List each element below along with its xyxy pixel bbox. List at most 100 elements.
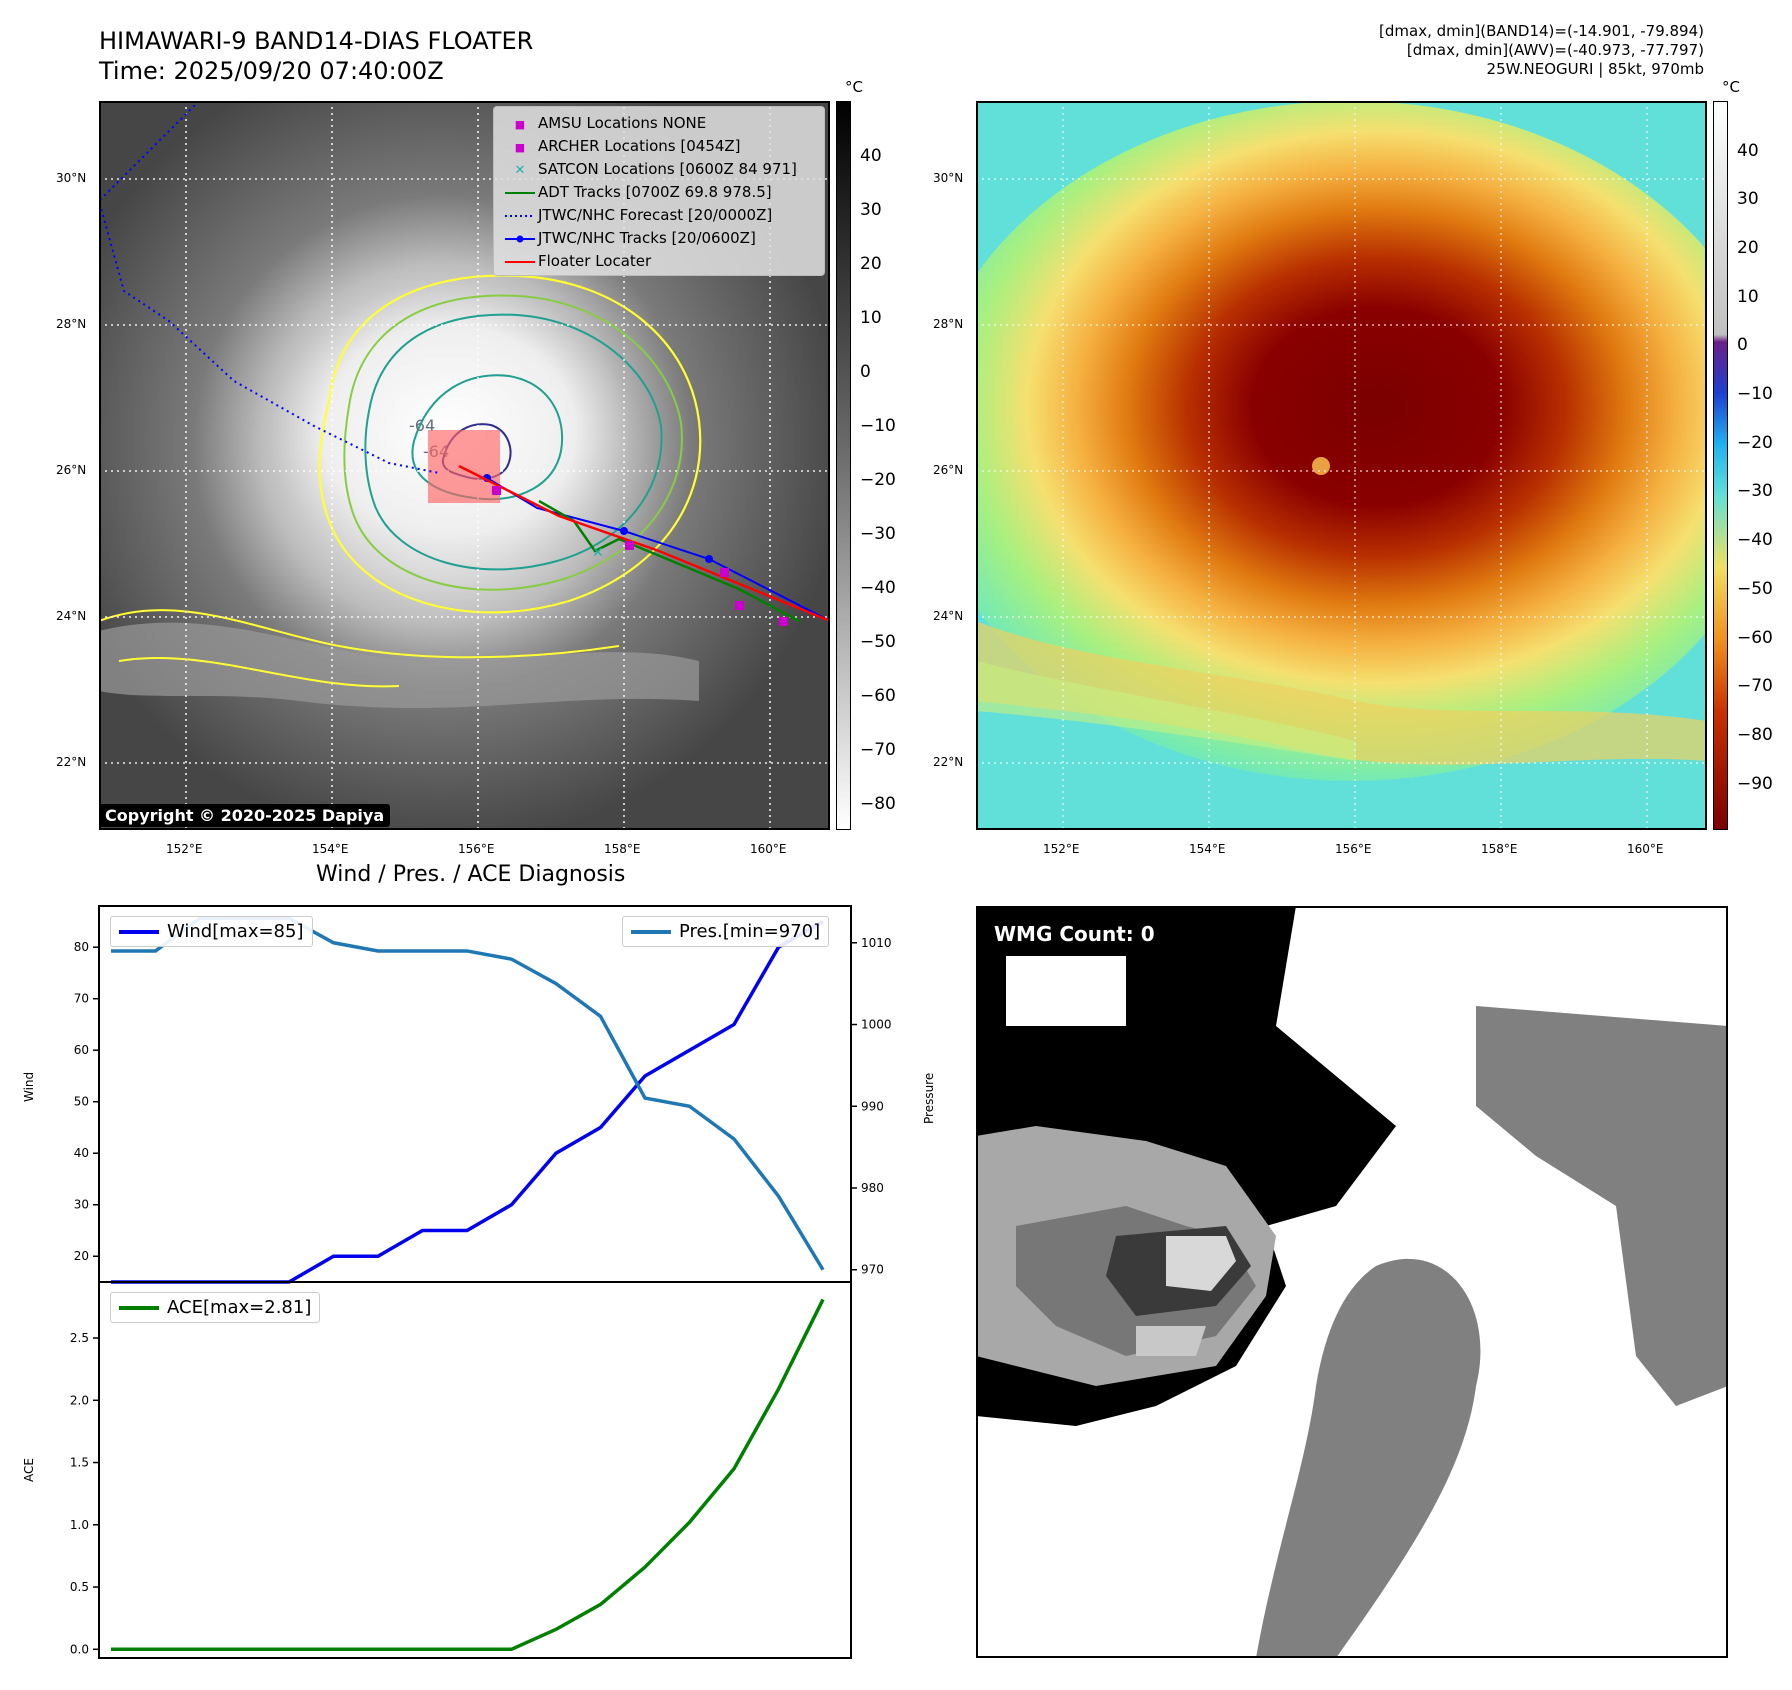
awv-map-frame	[976, 101, 1707, 830]
awv-lon-label: 160°E	[1627, 842, 1664, 856]
info-awv: [dmax, dmin](AWV)=(-40.973, -77.797)	[1406, 41, 1704, 59]
awv-cb-tick: 20	[1737, 238, 1759, 258]
ir-cb-tick: 40	[860, 146, 882, 166]
copyright-label: Copyright © 2020-2025 Dapiya	[99, 804, 391, 827]
wind-series-line	[111, 919, 824, 1284]
ir-cb-tick: −60	[860, 686, 896, 706]
ir-cb-tick: −70	[860, 740, 896, 760]
awv-lon-label: 158°E	[1481, 842, 1518, 856]
ir-lat-label: 26°N	[56, 463, 87, 477]
ir-colorbar-ticks: 40 30 20 10 0 −10 −20 −30 −40 −50 −60 −7…	[860, 101, 930, 830]
wind-tick-label: 70	[74, 992, 89, 1006]
pressure-tick-label: 990	[861, 1099, 884, 1113]
pressure-tick-label: 980	[861, 1181, 884, 1195]
awv-lat-label: 24°N	[933, 609, 964, 623]
awv-cb-tick: −50	[1737, 579, 1773, 599]
ace-series-line	[111, 1298, 825, 1652]
awv-lat-label: 22°N	[933, 755, 964, 769]
pressure-tick-label: 1010	[861, 936, 892, 950]
legend-amsu: ■ AMSU Locations NONE	[514, 114, 707, 132]
legend-forecast: JTWC/NHC Forecast [20/0000Z]	[505, 206, 773, 224]
ace-frame	[98, 1281, 852, 1659]
awv-lon-label: 156°E	[1335, 842, 1372, 856]
awv-lon-label: 152°E	[1043, 842, 1080, 856]
awv-cb-tick: 10	[1737, 287, 1759, 307]
ace-tick-label: 1.0	[70, 1518, 89, 1532]
ir-cb-tick: 20	[860, 254, 882, 274]
ace-axes: 0.0 0.5 1.0 1.5 2.0 2.5	[70, 1298, 825, 1656]
ace-axis-label: ACE	[22, 1458, 36, 1482]
awv-cb-tick: −60	[1737, 628, 1773, 648]
awv-map-panel	[921, 101, 1781, 830]
awv-map-image	[921, 101, 1781, 830]
diagnosis-chart: 20 30 40 50 60 70 80 970 980 990 1000 1010 0.0 0.5 1.…	[70, 905, 892, 1659]
ir-lon-label: 152°E	[166, 842, 203, 856]
ace-tick-label: 0.0	[70, 1642, 89, 1656]
ir-map-frame	[99, 101, 830, 830]
wmg-image	[976, 906, 1728, 1658]
ir-lon-label: 160°E	[750, 842, 787, 856]
ir-cb-tick: 10	[860, 308, 882, 328]
ir-lon-label: 154°E	[312, 842, 349, 856]
ir-colorbar	[836, 101, 851, 830]
wind-tick-label: 60	[74, 1043, 89, 1057]
wind-legend: Wind[max=85]	[110, 916, 313, 947]
legend-floater: Floater Locater	[505, 252, 652, 270]
chart-title: HIMAWARI-9 BAND14-DIAS FLOATER	[99, 27, 534, 55]
awv-colorbar-ticks: 40 30 20 10 0 −10 −20 −30 −40 −50 −60 −7…	[1737, 101, 1792, 830]
ir-cb-tick: 0	[860, 362, 871, 382]
wind-pressure-axes: 20 30 40 50 60 70 80 970 980 990 1000 1010	[74, 916, 892, 1284]
ir-cb-tick: −80	[860, 794, 896, 814]
svg-text:✕: ✕	[592, 545, 604, 561]
wind-tick-label: 30	[74, 1198, 89, 1212]
ir-lat-label: 30°N	[56, 171, 87, 185]
wind-tick-label: 80	[74, 940, 89, 954]
awv-cb-tick: −10	[1737, 384, 1773, 404]
pressure-legend: Pres.[min=970]	[622, 916, 830, 947]
ir-cb-tick: −20	[860, 470, 896, 490]
pressure-axis-label: Pressure	[922, 1072, 936, 1124]
chart-time: Time: 2025/09/20 07:40:00Z	[99, 57, 444, 85]
diagnosis-title: Wind / Pres. / ACE Diagnosis	[316, 862, 626, 887]
ace-tick-label: 0.5	[70, 1580, 89, 1594]
awv-cb-tick: −80	[1737, 725, 1773, 745]
pressure-tick-label: 1000	[861, 1018, 892, 1032]
ir-legend: ■ AMSU Locations NONE ■ ARCHER Locations […	[493, 106, 825, 276]
ir-lat-label: 24°N	[56, 609, 87, 623]
ir-cb-tick: 30	[860, 200, 882, 220]
ir-cb-tick: −50	[860, 632, 896, 652]
awv-colorbar-unit: °C	[1722, 78, 1740, 96]
ace-tick-label: 2.0	[70, 1393, 89, 1407]
wind-axis-label: Wind	[22, 1071, 36, 1102]
awv-lat-label: 28°N	[933, 317, 964, 331]
awv-cb-tick: 0	[1737, 335, 1748, 355]
info-band14: [dmax, dmin](BAND14)=(-14.901, -79.894)	[1379, 22, 1704, 40]
ir-lon-label: 158°E	[604, 842, 641, 856]
awv-cb-tick: −90	[1737, 774, 1773, 794]
wind-tick-label: 40	[74, 1146, 89, 1160]
ir-colorbar-unit: °C	[845, 78, 863, 96]
ace-legend: ACE[max=2.81]	[110, 1292, 321, 1323]
ir-lat-label: 22°N	[56, 755, 87, 769]
legend-satcon: ✕ SATCON Locations [0600Z 84 971]	[514, 160, 797, 178]
info-block: [dmax, dmin](BAND14)=(-14.901, -79.894) …	[1184, 22, 1704, 79]
legend-archer: ■ ARCHER Locations [0454Z]	[514, 137, 741, 155]
wmg-count-label: WMG Count: 0	[994, 922, 1155, 946]
pressure-tick-label: 970	[861, 1263, 884, 1277]
legend-adt: ADT Tracks [0700Z 69.8 978.5]	[505, 183, 772, 201]
awv-lat-label: 26°N	[933, 463, 964, 477]
ir-lon-label: 156°E	[458, 842, 495, 856]
wmg-frame	[976, 906, 1728, 1658]
awv-cb-tick: −20	[1737, 433, 1773, 453]
awv-cb-tick: 40	[1737, 141, 1759, 161]
legend-jtwc-tracks: JTWC/NHC Tracks [20/0600Z]	[502, 228, 756, 248]
wmg-panel: WMG Count: 0	[976, 906, 1728, 1658]
awv-colorbar	[1713, 101, 1728, 830]
ir-map-panel: -64 -64 ✕	[97, 100, 831, 830]
wind-tick-label: 50	[74, 1095, 89, 1109]
pressure-series-line	[111, 916, 825, 1271]
awv-cb-tick: −40	[1737, 530, 1773, 550]
awv-cb-tick: 30	[1737, 189, 1759, 209]
wind-tick-label: 20	[74, 1249, 89, 1263]
ace-tick-label: 2.5	[70, 1331, 89, 1345]
